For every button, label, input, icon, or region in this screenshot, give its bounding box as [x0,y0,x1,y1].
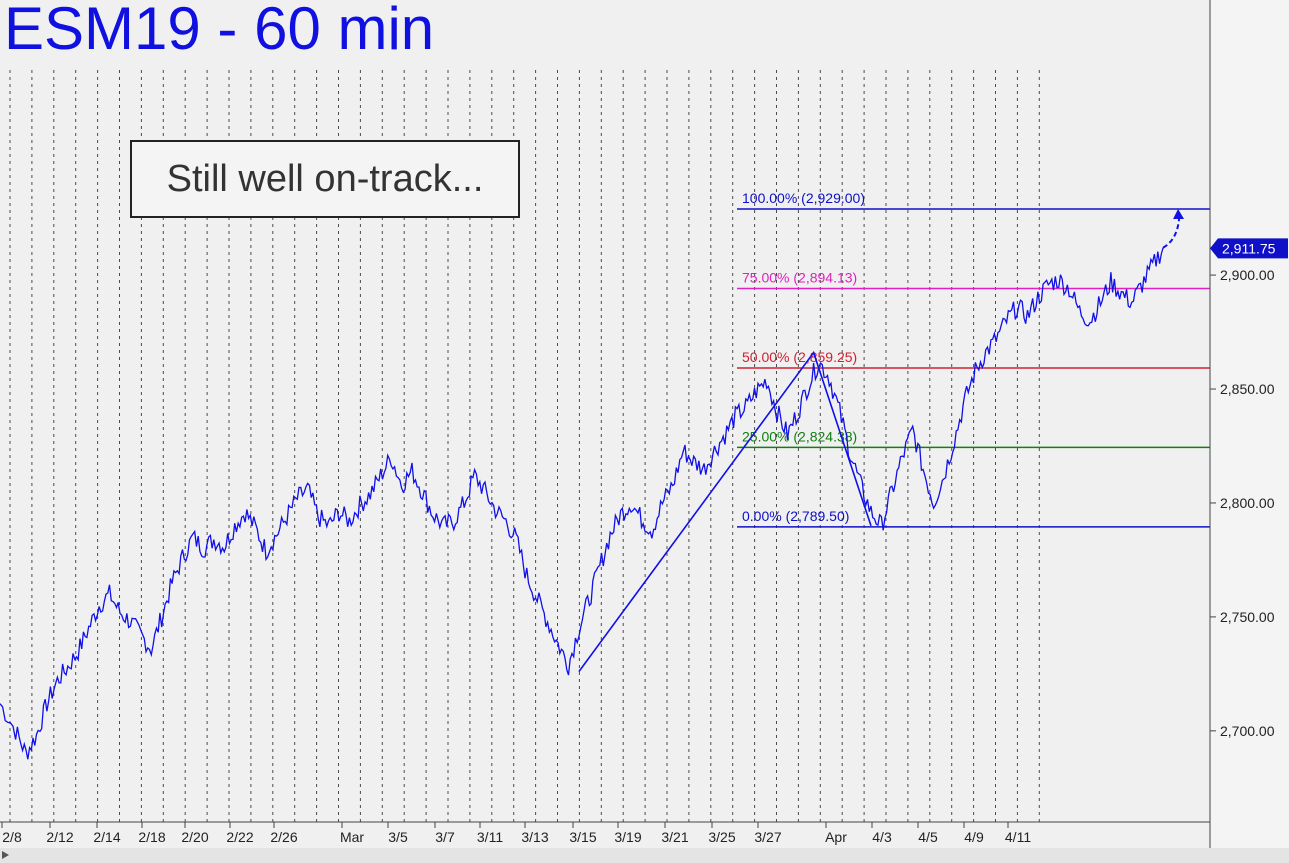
y-axis-panel [1210,0,1289,848]
x-tick-label: 3/25 [708,829,735,845]
scroll-right-arrow-icon[interactable] [0,850,10,860]
x-tick-label: 3/7 [435,829,455,845]
x-tick-label: 2/22 [226,829,253,845]
x-tick-label: 3/5 [388,829,408,845]
annotation-box: Still well on-track... [130,140,520,218]
x-tick-label: 3/27 [754,829,781,845]
x-tick-label: 2/14 [93,829,120,845]
x-tick-label: 2/8 [2,829,22,845]
horizontal-scrollbar[interactable] [0,848,1289,863]
x-tick-label: 3/11 [477,829,503,845]
x-tick-label: 2/26 [270,829,297,845]
x-tick-label: Apr [825,829,847,845]
x-tick-label: 2/20 [181,829,208,845]
x-tick-label: 2/18 [138,829,165,845]
x-tick-label: 3/13 [521,829,548,845]
projection-arrow [1162,218,1181,249]
x-tick-label: 4/9 [964,829,984,845]
y-tick-label: 2,700.00 [1220,723,1275,739]
projection-arrow-head-icon [1173,209,1185,220]
y-tick-label: 2,900.00 [1220,267,1275,283]
chart-title: ESM19 - 60 min [4,0,435,62]
fib-level-label: 100.00% (2,929.00) [742,190,865,206]
price-line [0,247,1164,760]
abc-pattern [578,209,1185,673]
x-tick-label: Mar [340,829,364,845]
fib-level-label: 25.00% (2,824.38) [742,428,857,444]
x-tick-label: 3/21 [661,829,688,845]
abc-pattern-line [578,350,872,673]
fibonacci-levels: 100.00% (2,929.00) 75.00% (2,894.13) 50.00… [737,190,1210,528]
x-tick-label: 4/3 [872,829,892,845]
x-tick-label: 3/15 [569,829,596,845]
fib-level-label: 50.00% (2,859.25) [742,349,857,365]
y-tick-label: 2,800.00 [1220,495,1275,511]
y-tick-label: 2,850.00 [1220,381,1275,397]
x-tick-label: 4/11 [1005,829,1031,845]
last-price-label: 2,911.75 [1222,240,1276,256]
last-price-tag [1210,238,1288,259]
x-tick-label: 4/5 [918,829,938,845]
price-series [0,247,1164,760]
y-tick-label: 2,750.00 [1220,609,1275,625]
x-tick-label: 2/12 [46,829,73,845]
fib-level-label: 75.00% (2,894.13) [742,269,857,285]
fib-level-label: 0.00% (2,789.50) [742,508,849,524]
x-tick-label: 3/19 [614,829,641,845]
